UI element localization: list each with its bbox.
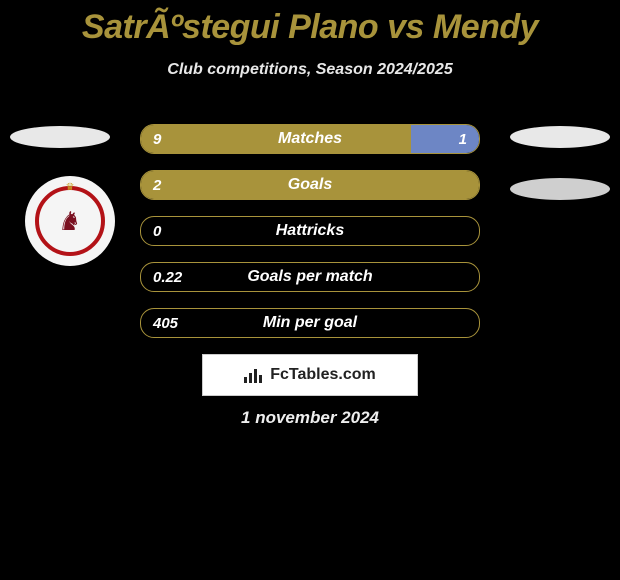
comparison-bars: 9 Matches 1 2 Goals 0 Hattricks 0.22 Goa…: [140, 124, 480, 354]
bar-row: 405 Min per goal: [140, 308, 480, 338]
bar-chart-icon: [244, 367, 264, 383]
bar-label: Goals per match: [141, 263, 479, 291]
lion-icon: ♞: [58, 206, 81, 237]
brand-watermark: FcTables.com: [202, 354, 418, 396]
bar-label: Matches: [141, 125, 479, 153]
player-left-club-badge: ♛ ♞: [25, 176, 115, 266]
page-title: SatrÃºstegui Plano vs Mendy: [0, 0, 620, 47]
bar-row: 0 Hattricks: [140, 216, 480, 246]
bar-row: 2 Goals: [140, 170, 480, 200]
bar-label: Goals: [141, 171, 479, 199]
bar-row: 0.22 Goals per match: [140, 262, 480, 292]
crown-icon: ♛: [66, 182, 75, 193]
bar-label: Min per goal: [141, 309, 479, 337]
brand-text: FcTables.com: [270, 366, 376, 384]
player-left-avatar: [10, 126, 110, 148]
player-right-club-avatar: [510, 178, 610, 200]
bar-row: 9 Matches 1: [140, 124, 480, 154]
date-text: 1 november 2024: [0, 408, 620, 428]
player-right-avatar: [510, 126, 610, 148]
bar-value-right: 1: [459, 125, 467, 153]
page-subtitle: Club competitions, Season 2024/2025: [0, 61, 620, 79]
bar-label: Hattricks: [141, 217, 479, 245]
